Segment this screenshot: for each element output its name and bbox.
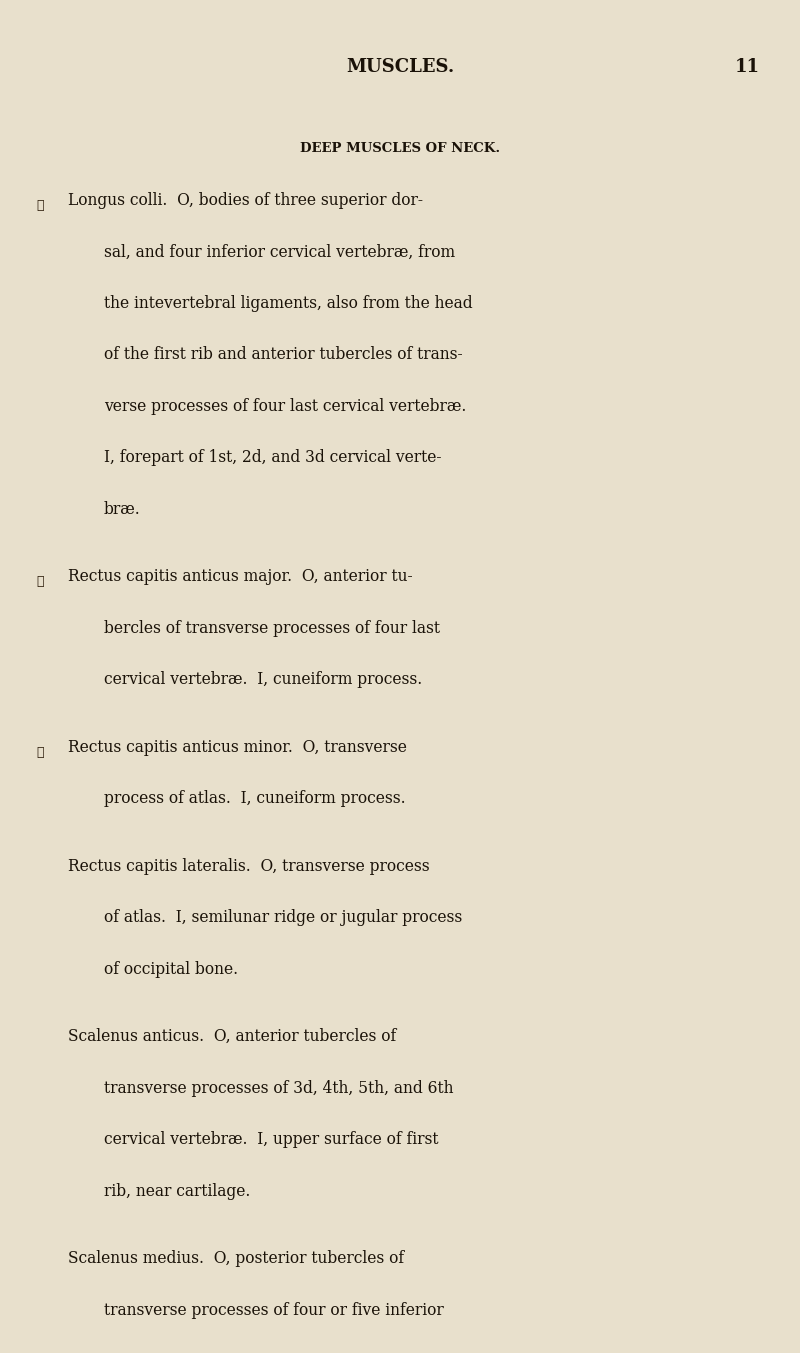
Text: Rectus capitis anticus major.  O, anterior tu-: Rectus capitis anticus major. O, anterio… <box>68 568 413 586</box>
Text: of occipital bone.: of occipital bone. <box>104 961 238 978</box>
Text: the intevertebral ligaments, also from the head: the intevertebral ligaments, also from t… <box>104 295 473 313</box>
Text: sal, and four inferior cervical vertebræ, from: sal, and four inferior cervical vertebræ… <box>104 244 455 261</box>
Text: Rectus capitis lateralis.  O, transverse process: Rectus capitis lateralis. O, transverse … <box>68 858 430 875</box>
Text: rib, near cartilage.: rib, near cartilage. <box>104 1183 250 1200</box>
Text: 11: 11 <box>735 58 760 76</box>
Text: Rectus capitis anticus minor.  O, transverse: Rectus capitis anticus minor. O, transve… <box>68 739 407 756</box>
Text: bræ.: bræ. <box>104 501 141 518</box>
Text: DEEP MUSCLES OF NECK.: DEEP MUSCLES OF NECK. <box>300 142 500 156</box>
Text: of the first rib and anterior tubercles of trans-: of the first rib and anterior tubercles … <box>104 346 462 364</box>
Text: Longus colli.  O, bodies of three superior dor-: Longus colli. O, bodies of three superio… <box>68 192 423 210</box>
Text: transverse processes of 3d, 4th, 5th, and 6th: transverse processes of 3d, 4th, 5th, an… <box>104 1080 454 1097</box>
Text: ✓: ✓ <box>36 199 44 212</box>
Text: cervical vertebræ.  I, upper surface of first: cervical vertebræ. I, upper surface of f… <box>104 1131 438 1149</box>
Text: MUSCLES.: MUSCLES. <box>346 58 454 76</box>
Text: cervical vertebræ.  I, cuneiform process.: cervical vertebræ. I, cuneiform process. <box>104 671 422 689</box>
Text: ✓: ✓ <box>36 575 44 589</box>
Text: verse processes of four last cervical vertebræ.: verse processes of four last cervical ve… <box>104 398 466 415</box>
Text: bercles of transverse processes of four last: bercles of transverse processes of four … <box>104 620 440 637</box>
Text: Scalenus medius.  O, posterior tubercles of: Scalenus medius. O, posterior tubercles … <box>68 1250 404 1268</box>
Text: transverse processes of four or five inferior: transverse processes of four or five inf… <box>104 1302 444 1319</box>
Text: I, forepart of 1st, 2d, and 3d cervical verte-: I, forepart of 1st, 2d, and 3d cervical … <box>104 449 442 467</box>
Text: of atlas.  I, semilunar ridge or jugular process: of atlas. I, semilunar ridge or jugular … <box>104 909 462 927</box>
Text: process of atlas.  I, cuneiform process.: process of atlas. I, cuneiform process. <box>104 790 406 808</box>
Text: ✓: ✓ <box>36 746 44 759</box>
Text: Scalenus anticus.  O, anterior tubercles of: Scalenus anticus. O, anterior tubercles … <box>68 1028 396 1046</box>
